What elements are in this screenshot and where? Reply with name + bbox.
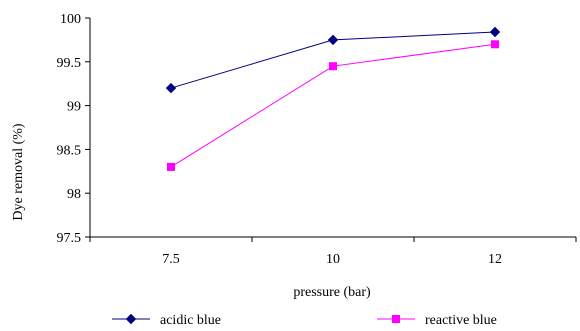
x-axis-ticks: 7.5 10 12 [89, 237, 577, 267]
data-point-reactive-blue [167, 162, 175, 171]
y-tick-label: 98.5 [57, 143, 82, 158]
legend-marker-acidic-blue [125, 313, 137, 325]
x-tick-label: 12 [488, 252, 502, 267]
data-point-reactive-blue [329, 62, 337, 71]
series-layer [165, 26, 501, 171]
legend-label-acidic-blue: acidic blue [160, 313, 221, 328]
data-point-acidic-blue [489, 26, 501, 38]
y-tick-label: 99.5 [57, 56, 82, 71]
legend-marker-reactive-blue [392, 315, 400, 323]
legend-label-reactive-blue: reactive blue [425, 313, 497, 328]
data-point-acidic-blue [327, 34, 339, 46]
y-tick-label: 98 [67, 187, 81, 202]
x-axis-label: pressure (bar) [293, 285, 371, 300]
data-point-acidic-blue [165, 82, 177, 94]
y-axis-ticks: 97.5 98 98.5 99 99.5 100 [57, 12, 90, 246]
y-tick-label: 97.5 [57, 231, 82, 246]
data-point-reactive-blue [491, 40, 499, 49]
legend: acidic blue reactive blue [112, 313, 497, 328]
y-tick-label: 99 [67, 100, 81, 115]
y-axis-label: Dye removal (%) [11, 123, 26, 221]
x-tick-label: 10 [326, 252, 340, 267]
y-tick-label: 100 [60, 12, 81, 27]
x-tick-label: 7.5 [162, 252, 180, 267]
